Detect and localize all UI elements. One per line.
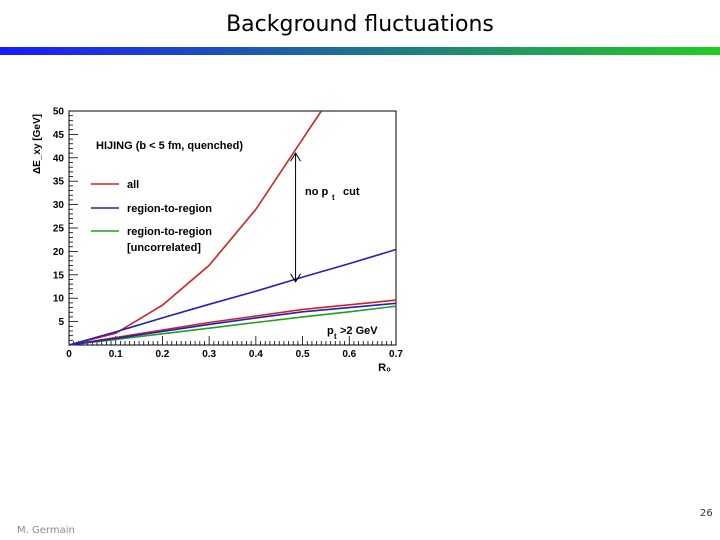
x-tick-label: 0.7	[389, 349, 403, 360]
annotation-pt-cut-suffix: >2 GeV	[340, 325, 378, 337]
arrow-head-bottom	[290, 273, 301, 283]
title-divider-bar	[0, 47, 720, 55]
x-tick-label: 0.6	[342, 349, 356, 360]
y-tick-label: 5	[58, 317, 64, 328]
x-axis-label: R₀	[378, 362, 391, 374]
x-tick-label: 0.5	[296, 349, 310, 360]
line-chart: 5 10 15 20 25 30 35 40 45 50 0 0.1 0.2 0.3 0.4 0.5 0.6 0.…	[32, 107, 403, 375]
series-line-4	[68, 299, 397, 346]
annotation-pt-cut: p	[327, 325, 334, 337]
legend-label-2: region-to-region	[127, 203, 212, 215]
x-tick-label: 0.4	[249, 349, 263, 360]
x-tick-label: 0.2	[155, 349, 169, 360]
legend-label-3-line2: [uncorrelated]	[127, 242, 201, 254]
y-tick-label: 35	[53, 177, 65, 188]
series-line-1	[68, 110, 322, 346]
series-line-2	[68, 248, 397, 346]
y-tick-label: 25	[53, 224, 65, 235]
annotation-no-pt-cut: no p	[305, 186, 328, 198]
y-tick-label: 10	[53, 294, 65, 305]
x-tick-label: 0	[66, 349, 72, 360]
series-line-5	[68, 302, 397, 346]
footer-author: M. Germain	[17, 525, 75, 536]
legend-label-3: region-to-region	[127, 226, 212, 238]
y-tick-label: 20	[53, 247, 65, 258]
y-tick-label: 15	[53, 270, 65, 281]
y-tick-label: 30	[53, 200, 65, 211]
page-number: 26	[700, 508, 713, 519]
slide-title: Background fluctuations	[226, 12, 494, 37]
y-tick-label: 40	[53, 153, 65, 164]
y-tick-label: 45	[53, 130, 65, 141]
annotation-no-pt-cut-subscript: t	[332, 193, 335, 202]
y-axis-label: ΔE_xy [GeV]	[32, 114, 43, 174]
annotation-no-pt-cut-suffix: cut	[343, 186, 360, 198]
y-tick-label: 50	[53, 107, 65, 118]
annotation-pt-cut-subscript: t	[334, 332, 337, 341]
series-line-3	[68, 305, 397, 346]
x-tick-label: 0.1	[109, 349, 123, 360]
legend-label-1: all	[127, 179, 139, 191]
legend-title: HIJING (b < 5 fm, quenched)	[96, 140, 243, 152]
arrow-head-top	[290, 152, 301, 162]
x-tick-label: 0.3	[202, 349, 216, 360]
